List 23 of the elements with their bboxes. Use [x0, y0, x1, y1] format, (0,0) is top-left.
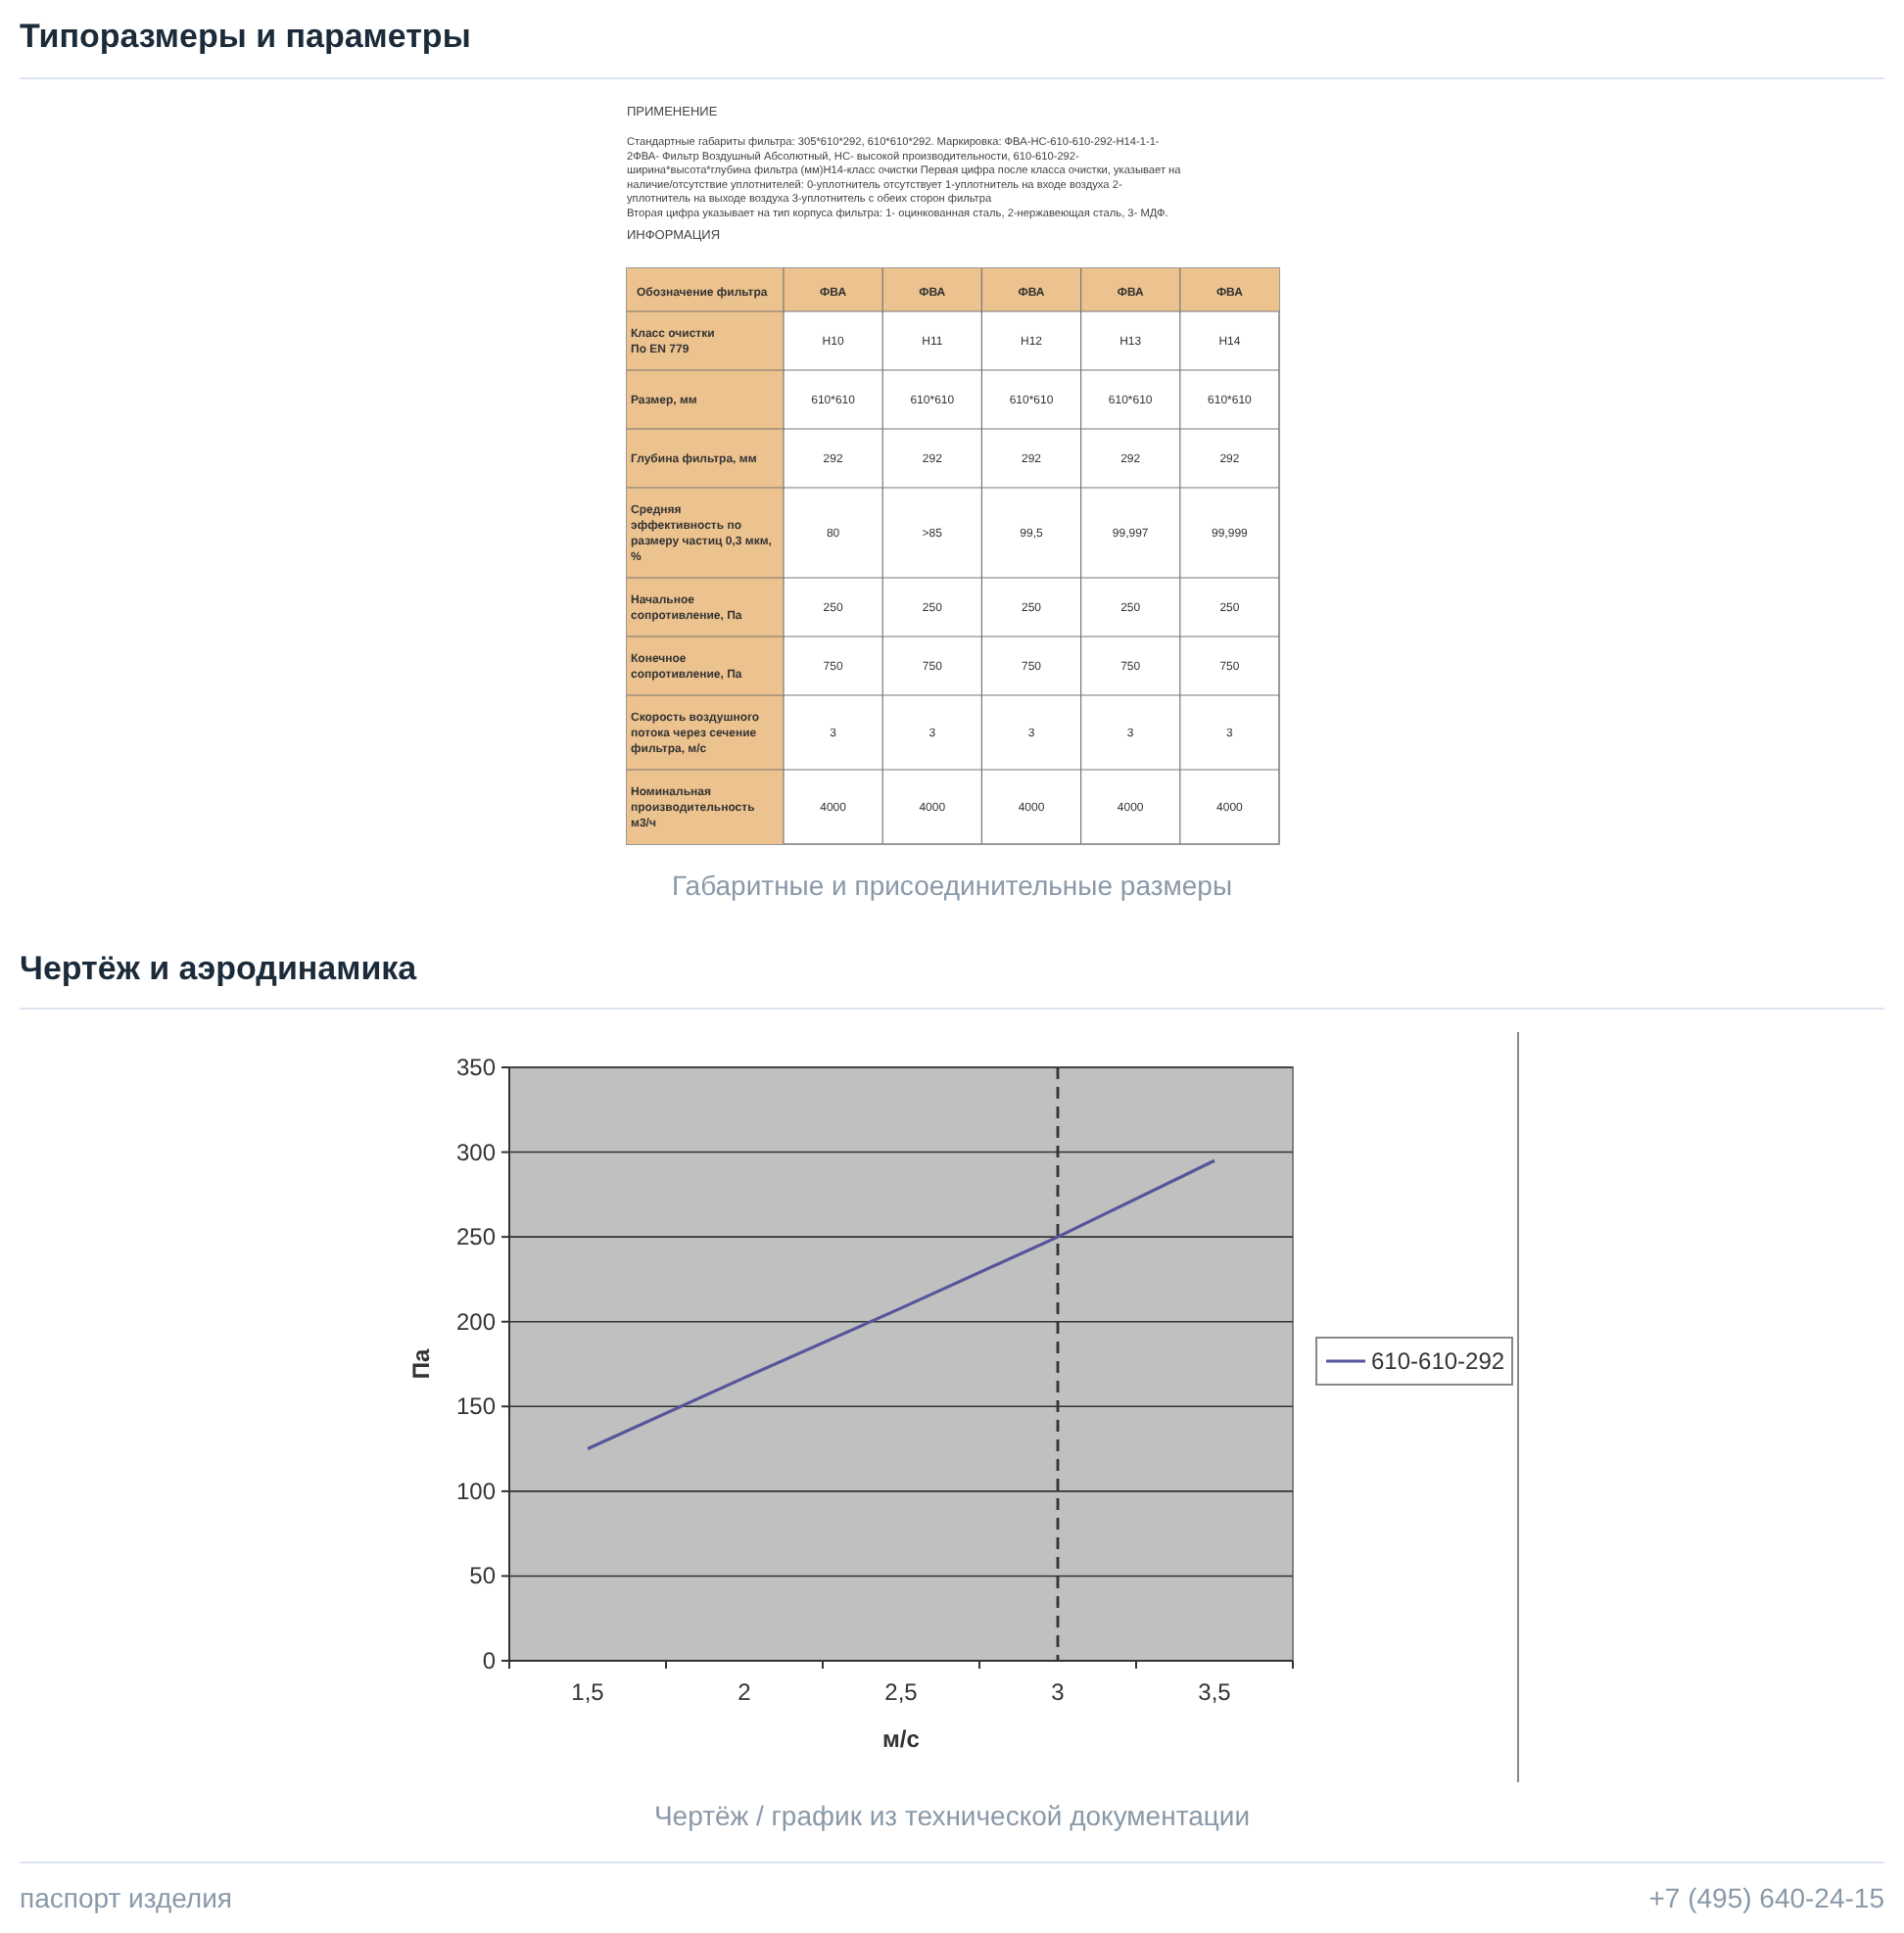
legend-label: 610-610-292: [1371, 1347, 1505, 1375]
x-tick-label: 3: [1051, 1678, 1066, 1706]
y-tick-label: 250: [455, 1223, 497, 1251]
y-tick-label: 350: [455, 1054, 497, 1081]
line-series: [586, 1158, 1216, 1451]
text: Габаритные и присоединительные размеры: [671, 870, 1233, 901]
x-tick-label: 2,5: [884, 1678, 919, 1706]
y-tick-label: 150: [455, 1392, 497, 1421]
x-axis-title: м/с: [882, 1725, 921, 1753]
text: паспорт изделия: [20, 1882, 233, 1913]
text: Типоразмеры и параметры: [20, 18, 471, 55]
y-tick-label: 200: [455, 1307, 497, 1336]
y-tick-label: 300: [455, 1138, 497, 1166]
text: +7 (495) 640-24-15: [1648, 1882, 1885, 1913]
x-tick-label: 3,5: [1198, 1678, 1232, 1706]
text: Чертёж / график из технической документации: [653, 1800, 1251, 1831]
y-tick-label: 50: [469, 1562, 497, 1590]
x-tick-label: 1,5: [571, 1678, 605, 1706]
text: Чертёж и аэродинамика: [20, 950, 418, 987]
y-tick-label: 100: [455, 1477, 497, 1505]
y-tick-label: 0: [482, 1647, 497, 1674]
x-tick-label: 2: [738, 1678, 752, 1706]
y-axis-title: Па: [407, 1348, 435, 1380]
